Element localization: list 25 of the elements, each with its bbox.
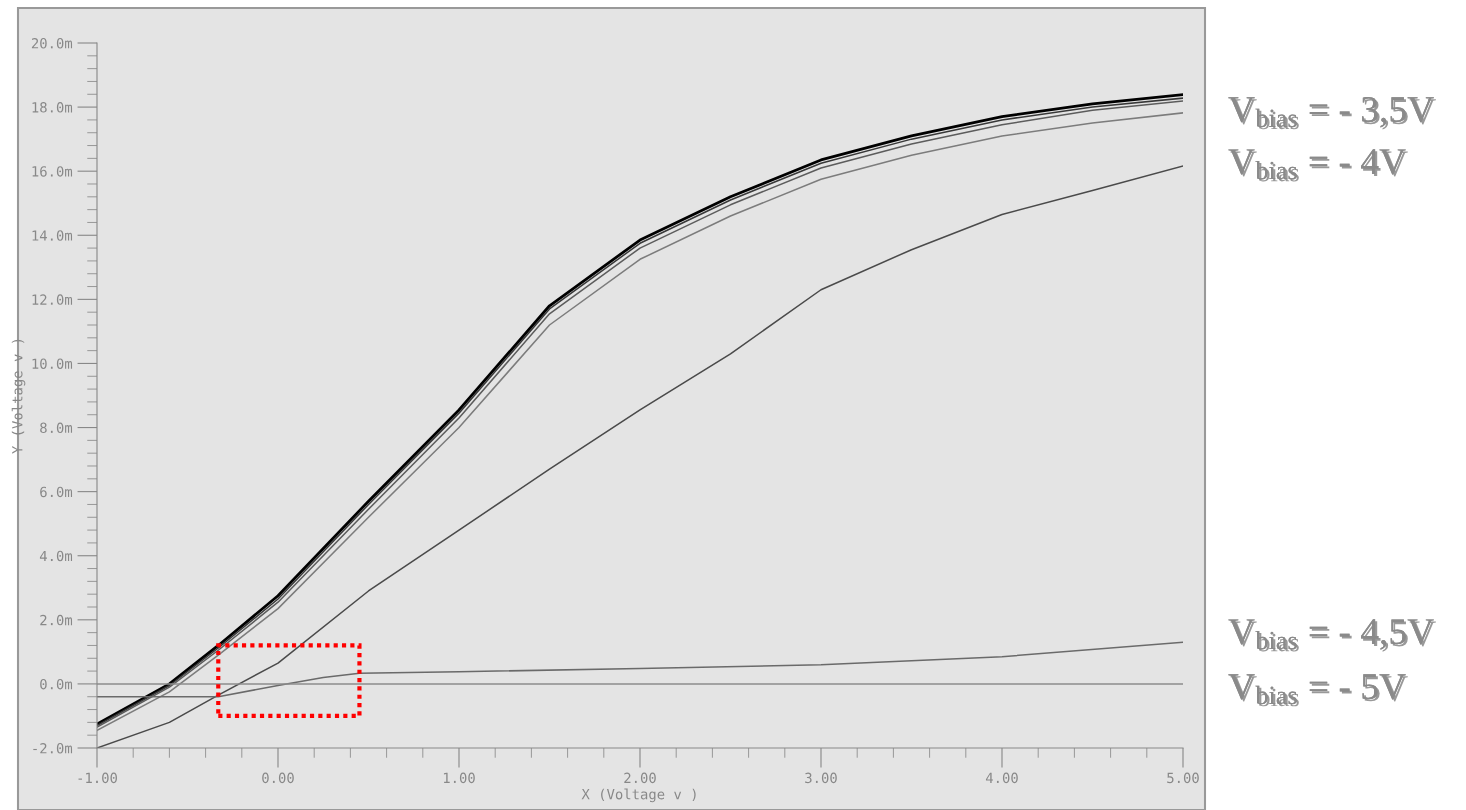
x-tick-label: 3.00 [805,772,837,784]
text: V$_{bias}$ = - 5V [1228,674,1408,707]
x-tick-label: 5.00 [1167,772,1199,784]
y-tick-label: 8.0m [40,422,73,434]
x-axis-title: X (Voltage v ) [581,788,696,803]
y-tick-label: 12.0m [32,294,73,305]
text: V$_{bias}$ = - 3,5V [1228,96,1436,130]
y-tick-label: 16.0m [32,166,73,177]
y-tick-label: 18.0m [32,102,73,113]
x-tick-label: 2.00 [624,772,656,784]
y-tick-label: 20.0m [31,38,73,49]
x-tick-label: 1.00 [443,772,475,784]
y-tick-label: -2.0m [33,743,73,754]
y-tick-label: 6.0m [40,486,73,498]
y-tick-label: 0.0m [40,678,73,690]
x-tick-label: 4.00 [985,772,1018,784]
y-tick-label: 10.0m [32,358,73,369]
x-tick-label: -1.00 [78,772,117,784]
text: V$_{bias}$ = - 4,5V [1228,619,1436,652]
y-tick-label: 4.0m [39,550,73,562]
x-tick-label: 0.00 [262,772,294,784]
y-axis-title: Y (Voltage v ) [11,339,26,454]
text: V$_{bias}$ = - 4V [1228,149,1408,182]
y-tick-label: 14.0m [32,230,73,241]
y-tick-label: 2.0m [40,614,73,626]
